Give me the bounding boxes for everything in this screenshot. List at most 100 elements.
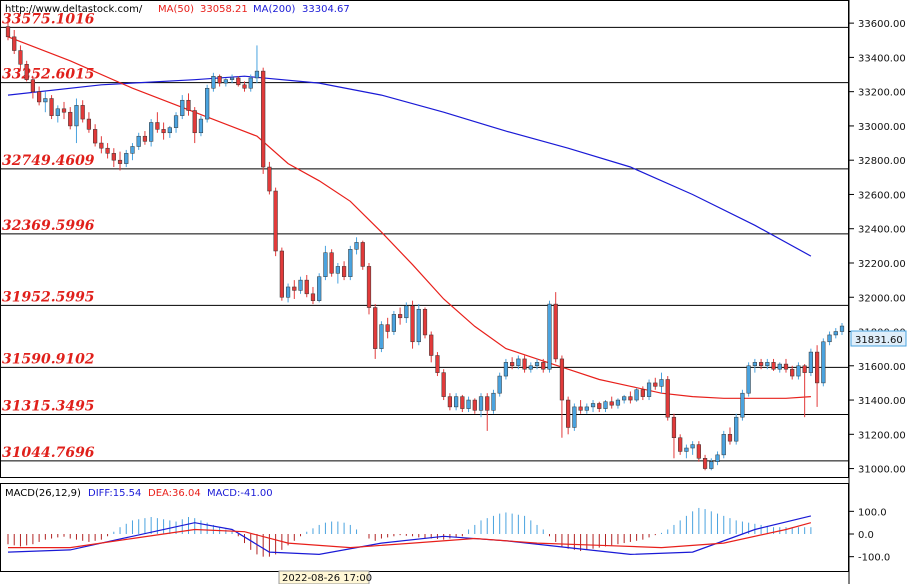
candle-body [528,365,533,370]
candle-body [267,166,272,192]
candle-body [261,70,266,168]
macd-diff-line [7,515,812,556]
price-tick-label: 33000.00 [858,122,906,133]
candle-body [777,363,782,370]
price-tick-label: 33400.00 [858,53,906,64]
candle-body [603,401,608,409]
candle-body [578,406,583,411]
level-label: 33252.6015 [2,67,95,83]
candle-body [416,308,421,343]
candle-body [454,396,459,408]
candle-body [223,79,228,84]
candle-body [12,36,17,51]
macd-diff-label: DIFF:15.54 [88,488,141,499]
candle-body [765,362,770,367]
candle-body [466,399,471,409]
candle-body [702,458,708,469]
candle-body [130,146,135,154]
candle-body [646,382,652,397]
level-label: 32749.4609 [2,153,95,169]
candle-body [142,135,148,142]
price-tick-label: 33200.00 [858,88,906,99]
candle-body [634,389,639,401]
candle-body [105,147,110,154]
candle-body [373,307,378,349]
candle-body [485,396,490,411]
ma50-label: MA(50) [158,4,194,15]
candle-body [80,105,85,120]
ma50-value: 33058.21 [200,4,248,15]
candle-body [696,444,701,459]
price-tick-label: 31600.00 [858,362,906,373]
level-label: 31315.3495 [2,399,95,415]
level-label: 31590.9102 [2,351,95,367]
candle-body [61,108,67,113]
price-panel-frame [0,0,849,478]
candle-body [217,75,222,84]
candle-body [839,325,845,332]
candle-body [752,362,757,367]
candle-body [99,142,104,149]
candle-body [684,447,689,452]
time-label-box [278,570,370,584]
candle-body [709,461,714,469]
candle-body [354,242,359,250]
candle-body [198,118,204,134]
candle-body [30,79,35,92]
candle-body [715,454,720,462]
level-label: 31044.7696 [2,445,95,461]
candle-body [472,399,477,411]
candle-body [435,355,440,373]
candle-body [167,127,172,134]
ma200-label: MA(200) [253,4,295,15]
candle-body [335,266,340,274]
candle-body [597,403,602,409]
candle-body [541,362,546,370]
candle-body [37,91,42,103]
candle-body [341,266,347,277]
candle-body [758,362,764,367]
candle-body [609,401,614,406]
candle-body [310,293,316,301]
price-tick-label: 32600.00 [858,190,906,201]
macd-tick-label: 0.0 [858,530,874,541]
candle-body [746,365,751,394]
price-tag: 31831.60 [855,335,903,346]
candle-body [279,250,284,298]
price-tick-label: 31000.00 [858,465,906,476]
candle-body [136,135,141,147]
candle-body [783,363,789,370]
macd-value-label: MACD:-41.00 [207,488,273,499]
level-label: 31952.5995 [2,289,95,305]
candle-body [553,303,558,360]
candle-body [229,77,235,80]
candle-body [348,249,353,277]
candle-body [161,129,166,134]
candle-body [559,358,565,401]
price-tick-label: 31200.00 [858,430,906,441]
candle-body [659,379,664,387]
candle-body [808,351,813,373]
candle-body [802,365,807,373]
candle-body [429,334,434,356]
candle-body [734,416,739,442]
candle-body [93,129,98,144]
candle-body [460,396,465,409]
candle-body [584,406,589,411]
candle-body [721,434,726,456]
candle-body [422,308,428,336]
level-label: 32369.5996 [2,218,95,234]
candle-body [323,252,328,277]
candle-body [385,324,390,332]
candle-body [566,399,571,428]
price-tick-label: 33600.00 [858,19,906,30]
candle-body [491,392,496,411]
candle-body [5,26,11,38]
candle-body [149,122,154,142]
candle-body [379,324,384,349]
macd-dea-label: DEA:36.04 [148,488,201,499]
candle-body [796,365,801,377]
candle-body [68,111,73,127]
